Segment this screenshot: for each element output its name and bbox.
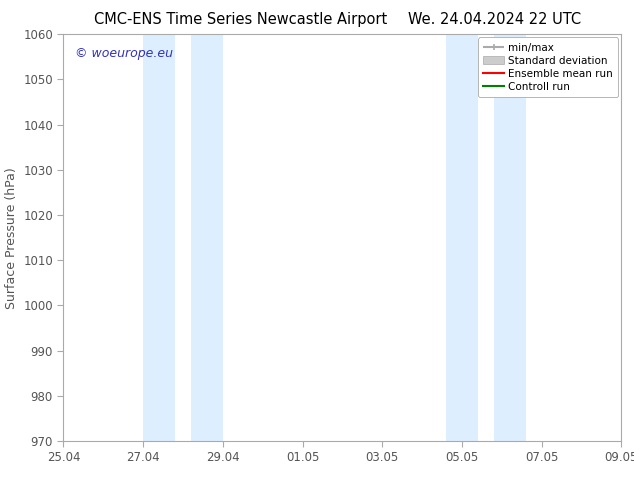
Legend: min/max, Standard deviation, Ensemble mean run, Controll run: min/max, Standard deviation, Ensemble me… — [478, 37, 618, 97]
Text: We. 24.04.2024 22 UTC: We. 24.04.2024 22 UTC — [408, 12, 581, 27]
Bar — [446, 34, 478, 441]
Text: © woeurope.eu: © woeurope.eu — [75, 47, 172, 59]
Bar — [494, 34, 526, 441]
Bar — [191, 34, 223, 441]
Text: CMC-ENS Time Series Newcastle Airport: CMC-ENS Time Series Newcastle Airport — [94, 12, 387, 27]
Y-axis label: Surface Pressure (hPa): Surface Pressure (hPa) — [4, 167, 18, 309]
Bar — [143, 34, 175, 441]
